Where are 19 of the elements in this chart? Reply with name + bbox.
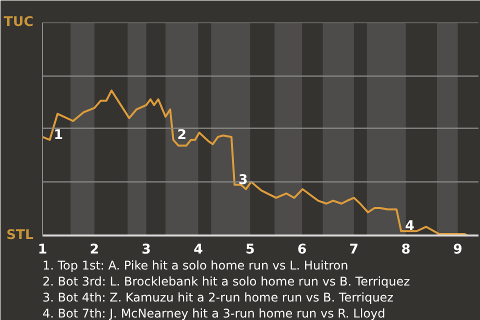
annotation: 2 <box>177 128 187 143</box>
x-tick-label: 8 <box>401 242 410 258</box>
text: 1. Top 1st: A. Pike hit a solo home run vs L. Huitron <box>42 258 348 272</box>
x-tick-label: 4 <box>194 242 203 258</box>
x-tick-label: 6 <box>297 242 307 258</box>
x-tick-label: 1 <box>38 242 48 258</box>
text: 2. Bot 3rd: L. Brocklebank hit a solo home run vs B. Terriquez <box>42 274 410 288</box>
text: 4. Bot 7th: J. McNearney hit a 3-run home run vs R. Lloyd <box>42 306 386 320</box>
text: 3. Bot 4th: Z. Kamuzu hit a 2-run home run vs B. Terriquez <box>42 290 394 304</box>
text: TUC <box>4 15 34 30</box>
annotation: 3 <box>238 172 248 188</box>
annotation: 1 <box>54 128 64 143</box>
x-tick-label: 2 <box>90 242 100 258</box>
x-tick-label: 3 <box>142 242 151 258</box>
x-tick-label: 9 <box>453 242 462 258</box>
x-tick-label: 5 <box>245 242 255 258</box>
x-tick-label: 7 <box>349 242 359 258</box>
text: STL <box>6 228 34 243</box>
annotation: 4 <box>405 219 414 234</box>
